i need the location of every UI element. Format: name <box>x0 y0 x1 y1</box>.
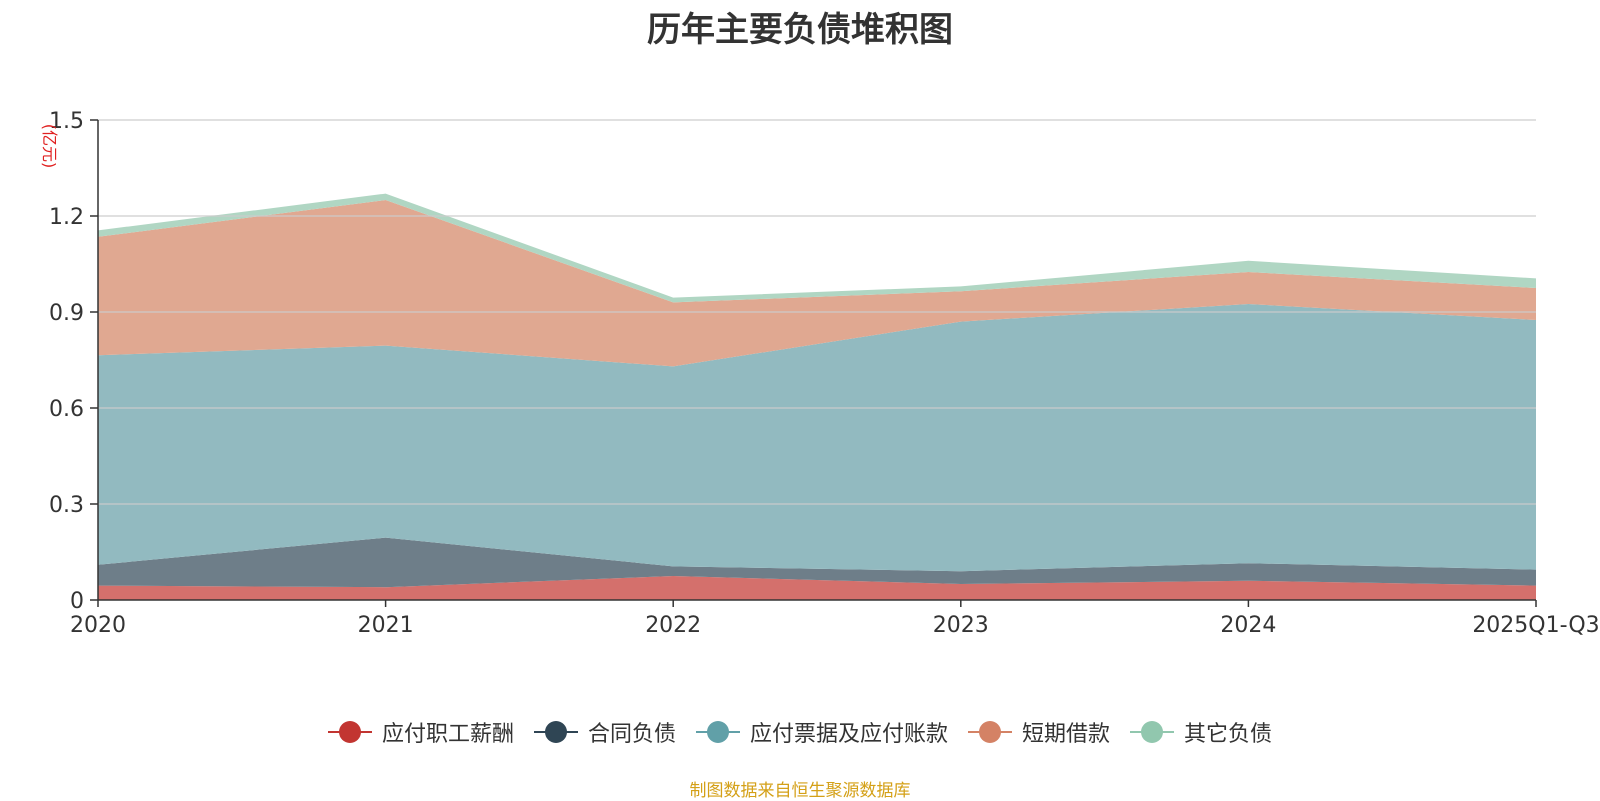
data-source-note: 制图数据来自恒生聚源数据库 <box>689 781 911 801</box>
legend-label: 短期借款 <box>1022 722 1111 747</box>
x-tick-label-0: 2020 <box>70 613 126 638</box>
legend-marker-icon <box>1130 721 1175 743</box>
x-tick-label-1: 2021 <box>358 613 414 638</box>
legend-marker-icon <box>968 721 1012 743</box>
legend-label: 应付职工薪酬 <box>381 722 514 747</box>
legend-label: 合同负债 <box>587 722 676 747</box>
y-axis-unit-label: (亿元) <box>40 124 59 169</box>
area-series-3 <box>98 200 1536 367</box>
legend-label: 应付票据及应付账款 <box>749 722 948 747</box>
legend-item-4[interactable]: 其它负债 <box>1130 716 1272 748</box>
y-tick-label-3: 0.9 <box>49 301 84 326</box>
y-tick-label-1: 0.3 <box>49 493 84 518</box>
y-tick-label-4: 1.2 <box>49 205 84 230</box>
area-series-0 <box>98 576 1536 600</box>
legend-marker-icon <box>327 721 372 743</box>
area-series-1 <box>98 537 1536 588</box>
chart-title: 历年主要负债堆积图 <box>647 10 953 50</box>
legend-marker-icon <box>695 721 740 743</box>
x-tick-label-2: 2022 <box>645 613 701 638</box>
legend-item-3[interactable]: 短期借款 <box>968 716 1110 748</box>
legend-item-0[interactable]: 应付职工薪酬 <box>327 716 514 748</box>
legend-label: 其它负债 <box>1184 722 1273 747</box>
legend-item-1[interactable]: 合同负债 <box>533 716 676 748</box>
x-tick-label-4: 2024 <box>1220 613 1276 638</box>
y-tick-label-0: 0 <box>70 589 84 614</box>
y-tick-label-5: 1.5 <box>49 109 84 134</box>
chart-legend: 应付职工薪酬 合同负债 应付票据及应付账款 短期借款 其它负债 <box>0 716 1600 748</box>
x-tick-label-3: 2023 <box>933 613 989 638</box>
area-series-4 <box>98 193 1536 303</box>
x-tick-label-5: 2025Q1-Q3 <box>1472 613 1599 638</box>
legend-item-2[interactable]: 应付票据及应付账款 <box>695 716 948 748</box>
legend-marker-icon <box>533 721 578 743</box>
y-tick-label-2: 0.6 <box>49 397 84 422</box>
